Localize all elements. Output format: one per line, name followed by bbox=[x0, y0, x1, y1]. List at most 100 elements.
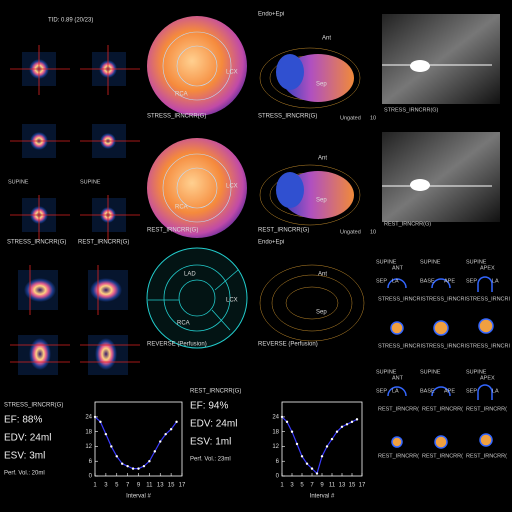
thumb-view: SEP bbox=[466, 388, 477, 394]
x-tick-label: 13 bbox=[339, 483, 346, 489]
point bbox=[325, 445, 329, 448]
thumb-label: STRESS_IRNCRI bbox=[378, 296, 422, 302]
polar-title: REVERSE (Perfusion) bbox=[147, 342, 207, 348]
x-tick-label: 17 bbox=[179, 483, 186, 489]
thumb-view: SEP bbox=[376, 388, 387, 394]
y-tick-label: 24 bbox=[272, 415, 279, 421]
thumb-orient: ANT bbox=[392, 375, 404, 381]
point bbox=[142, 464, 146, 468]
plot-frame bbox=[281, 401, 363, 477]
polar-label: RCA bbox=[177, 321, 190, 327]
x-tick-label: 15 bbox=[168, 483, 175, 489]
orient: Ant bbox=[318, 156, 327, 162]
point bbox=[93, 415, 97, 419]
point bbox=[137, 467, 140, 470]
x-tick-label: 17 bbox=[359, 483, 366, 489]
line bbox=[281, 416, 358, 475]
polar-label: RCA bbox=[175, 205, 188, 211]
thumb-orient: SUPINE bbox=[466, 259, 487, 265]
polar-title: REST_IRNCRR(G) bbox=[147, 228, 198, 234]
x-tick-label: 5 bbox=[115, 483, 119, 489]
stat-perf: Perf. Vol.: 20ml bbox=[4, 471, 45, 477]
orient: Sep bbox=[316, 82, 327, 88]
point bbox=[315, 472, 319, 475]
polar-title: STRESS_IRNCRR(G) bbox=[147, 114, 206, 120]
point bbox=[305, 462, 309, 465]
surface-title: STRESS_IRNCRR(G) bbox=[258, 114, 317, 120]
polar-label: LCX bbox=[226, 298, 238, 304]
surface-title: REVERSE (Perfusion) bbox=[258, 342, 318, 348]
x-tick-label: 1 bbox=[93, 483, 97, 489]
point bbox=[330, 437, 334, 441]
slice-label: STRESS_IRNCRR(G) bbox=[7, 240, 66, 246]
orient: SUPINE bbox=[80, 179, 101, 185]
orient: Ant bbox=[322, 36, 331, 42]
thumb-view: LA bbox=[392, 278, 399, 284]
stat-perf: Perf. Vol.: 23ml bbox=[190, 457, 231, 463]
thumb-orient: APEX bbox=[480, 265, 495, 271]
point bbox=[355, 418, 359, 421]
y-tick-label: 24 bbox=[85, 415, 92, 421]
thumb-label: REST_IRNCRR( bbox=[378, 406, 419, 412]
polar-label: RCA bbox=[175, 92, 188, 98]
gating: Ungated bbox=[340, 229, 361, 235]
x-tick-label: 9 bbox=[137, 483, 141, 489]
orient: SUPINE bbox=[8, 179, 29, 185]
thumb-orient: ANT bbox=[392, 265, 404, 271]
thumb-view: LA bbox=[492, 388, 499, 394]
point bbox=[280, 415, 284, 419]
point bbox=[110, 445, 113, 448]
x-tick-label: 11 bbox=[146, 483, 153, 489]
thumb-label: STRESS_IRNCRI bbox=[466, 296, 510, 302]
point bbox=[164, 432, 167, 436]
frame: 10 bbox=[370, 229, 376, 235]
x-tick-label: 3 bbox=[290, 483, 294, 489]
stat-ef: EF: 94% bbox=[190, 401, 228, 412]
y-tick-label: 18 bbox=[272, 429, 279, 435]
polar-label: LCX bbox=[226, 184, 238, 190]
mode: Endo+Epi bbox=[258, 12, 284, 18]
orient: Sep bbox=[316, 310, 327, 316]
point bbox=[148, 460, 151, 463]
point bbox=[159, 440, 162, 443]
point bbox=[295, 442, 299, 446]
x-tick-label: 13 bbox=[157, 483, 164, 489]
point bbox=[300, 455, 304, 458]
point bbox=[99, 420, 102, 424]
polar-label: LAD bbox=[184, 272, 196, 278]
point bbox=[290, 430, 294, 433]
gating: Ungated bbox=[340, 115, 361, 121]
x-tick-label: 15 bbox=[349, 483, 356, 489]
thumb-orient: SUPINE bbox=[376, 259, 397, 265]
point bbox=[310, 467, 314, 470]
thumb-view: SEP bbox=[376, 278, 387, 284]
surface-title: REST_IRNCRR(G) bbox=[258, 228, 309, 234]
x-tick-label: 5 bbox=[300, 483, 304, 489]
x-tick-label: 1 bbox=[280, 483, 284, 489]
point bbox=[104, 432, 108, 436]
stat-esv: ESV: 1ml bbox=[190, 437, 231, 448]
point bbox=[340, 425, 344, 428]
thumb-label: STRESS_IRNCRI bbox=[466, 343, 510, 349]
tid: TID: 0.89 (20/23) bbox=[48, 18, 93, 24]
planar-title: STRESS_IRNCRR(G) bbox=[384, 107, 439, 113]
point bbox=[345, 423, 349, 426]
y-tick-label: 12 bbox=[85, 444, 92, 450]
point bbox=[335, 430, 339, 433]
planar-title: REST_IRNCRR(G) bbox=[384, 221, 431, 227]
thumb-view: APE bbox=[444, 278, 455, 284]
point bbox=[285, 420, 289, 424]
thumb-view: LA bbox=[492, 278, 499, 284]
point bbox=[115, 455, 118, 458]
x-axis-label: Interval # bbox=[310, 494, 335, 500]
stat-title: STRESS_IRNCRR(G) bbox=[4, 403, 63, 409]
thumb-orient: SUPINE bbox=[376, 369, 397, 375]
point bbox=[350, 420, 354, 424]
thumb-label: REST_IRNCRR( bbox=[422, 453, 463, 459]
point bbox=[120, 462, 124, 465]
line bbox=[94, 416, 178, 470]
point bbox=[126, 464, 129, 468]
x-tick-label: 3 bbox=[104, 483, 108, 489]
point bbox=[175, 420, 178, 424]
